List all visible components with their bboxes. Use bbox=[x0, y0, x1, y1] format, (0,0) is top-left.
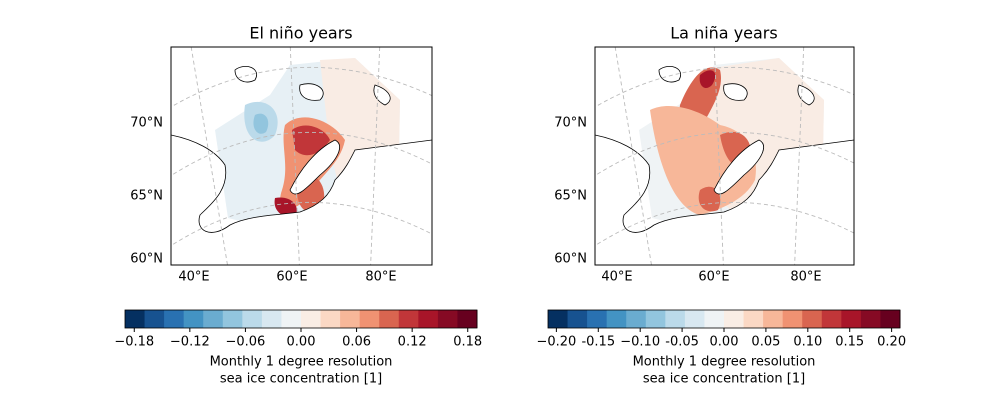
colorbar-swatch bbox=[301, 310, 322, 328]
colorbar-swatch bbox=[359, 310, 380, 328]
graticule bbox=[171, 47, 432, 265]
colorbar-swatch bbox=[587, 310, 608, 328]
colorbar-swatch bbox=[222, 310, 243, 328]
colorbar-swatch bbox=[242, 310, 263, 328]
graticule bbox=[595, 47, 854, 265]
colorbar-swatch bbox=[261, 310, 282, 328]
colorbar-tick-label: 0.00 bbox=[710, 335, 739, 350]
lat-label: 65°N bbox=[554, 189, 587, 204]
colorbar-swatch bbox=[164, 310, 185, 328]
colorbar-swatch bbox=[841, 310, 862, 328]
map-panel bbox=[171, 47, 432, 265]
colorbar-swatch bbox=[880, 310, 901, 328]
colorbar-tick-label: 0.18 bbox=[453, 335, 482, 350]
lon-label: 60°E bbox=[276, 270, 307, 285]
colorbar-swatch bbox=[782, 310, 803, 328]
colorbar-tick-label: −0.12 bbox=[170, 335, 210, 350]
lon-label: 40°E bbox=[601, 270, 632, 285]
colorbar-swatch bbox=[183, 310, 204, 328]
lon-label: 60°E bbox=[698, 270, 729, 285]
colorbar-tick-label: 0.06 bbox=[342, 335, 371, 350]
colorbar-label: Monthly 1 degree resolution bbox=[633, 355, 816, 370]
panel-title: La niña years bbox=[670, 24, 777, 43]
colorbar-swatch bbox=[457, 310, 478, 328]
colorbar-swatch bbox=[802, 310, 823, 328]
coastline bbox=[234, 66, 391, 106]
map-panel bbox=[595, 47, 854, 265]
colorbar-swatch bbox=[860, 310, 881, 328]
lat-label: 60°N bbox=[130, 252, 163, 267]
lat-label: 70°N bbox=[554, 116, 587, 131]
colorbar-tick-label: -0.05 bbox=[665, 335, 699, 350]
map-frame bbox=[170, 46, 433, 266]
colorbar-tick-label: −0.06 bbox=[225, 335, 265, 350]
colorbar-swatch bbox=[320, 310, 341, 328]
colorbar-swatch bbox=[645, 310, 666, 328]
colorbar-label: Monthly 1 degree resolution bbox=[210, 355, 393, 370]
lat-label: 70°N bbox=[130, 116, 163, 131]
colorbar-tick-label: 0.00 bbox=[287, 335, 316, 350]
map-frame bbox=[594, 46, 855, 266]
colorbar-tick-label: -0.15 bbox=[581, 335, 615, 350]
colorbar-swatch bbox=[626, 310, 647, 328]
colorbar-swatch bbox=[704, 310, 725, 328]
colorbar-swatch bbox=[437, 310, 458, 328]
colorbar-swatch bbox=[203, 310, 224, 328]
colorbar-tick-label: −0.10 bbox=[620, 335, 660, 350]
colorbar-swatch bbox=[281, 310, 302, 328]
coastline bbox=[289, 139, 340, 195]
lon-label: 80°E bbox=[365, 270, 396, 285]
colorbar-swatch bbox=[665, 310, 686, 328]
colorbar-swatch bbox=[398, 310, 419, 328]
lon-label: 80°E bbox=[790, 270, 821, 285]
colorbar-tick-label: 0.20 bbox=[877, 335, 906, 350]
colorbar-swatch bbox=[567, 310, 588, 328]
colorbar-label: sea ice concentration [1] bbox=[220, 372, 382, 387]
colorbar-tick-label: 0.05 bbox=[751, 335, 780, 350]
lat-label: 65°N bbox=[130, 189, 163, 204]
lon-label: 40°E bbox=[178, 270, 209, 285]
lat-label: 60°N bbox=[554, 252, 587, 267]
colorbar-swatch bbox=[763, 310, 784, 328]
coastline bbox=[171, 134, 432, 265]
colorbar-tick-label: 0.12 bbox=[398, 335, 427, 350]
colorbar-swatch bbox=[548, 310, 569, 328]
colorbar-swatch bbox=[724, 310, 745, 328]
colorbar-swatch bbox=[340, 310, 361, 328]
coastline bbox=[658, 66, 815, 106]
colorbar-swatch bbox=[606, 310, 627, 328]
colorbar-swatch bbox=[418, 310, 439, 328]
colorbar-label: sea ice concentration [1] bbox=[643, 372, 805, 387]
colorbar-swatch bbox=[743, 310, 764, 328]
colorbar-tick-label: 0.15 bbox=[835, 335, 864, 350]
anomaly-area bbox=[699, 70, 716, 89]
colorbar-swatch bbox=[144, 310, 165, 328]
anomaly-area bbox=[253, 113, 269, 134]
anomaly-area bbox=[274, 197, 297, 217]
colorbar-tick-label: −0.20 bbox=[536, 335, 576, 350]
anomaly-area bbox=[698, 131, 751, 212]
panel-title: El niño years bbox=[249, 24, 352, 43]
colorbar-swatch bbox=[125, 310, 146, 328]
colorbar-tick-label: 0.10 bbox=[793, 335, 822, 350]
colorbar-swatch bbox=[684, 310, 705, 328]
coastline bbox=[713, 139, 764, 195]
colorbar-tick-label: −0.18 bbox=[114, 335, 154, 350]
coastline bbox=[595, 134, 854, 265]
colorbar-swatch bbox=[379, 310, 400, 328]
colorbar-swatch bbox=[821, 310, 842, 328]
